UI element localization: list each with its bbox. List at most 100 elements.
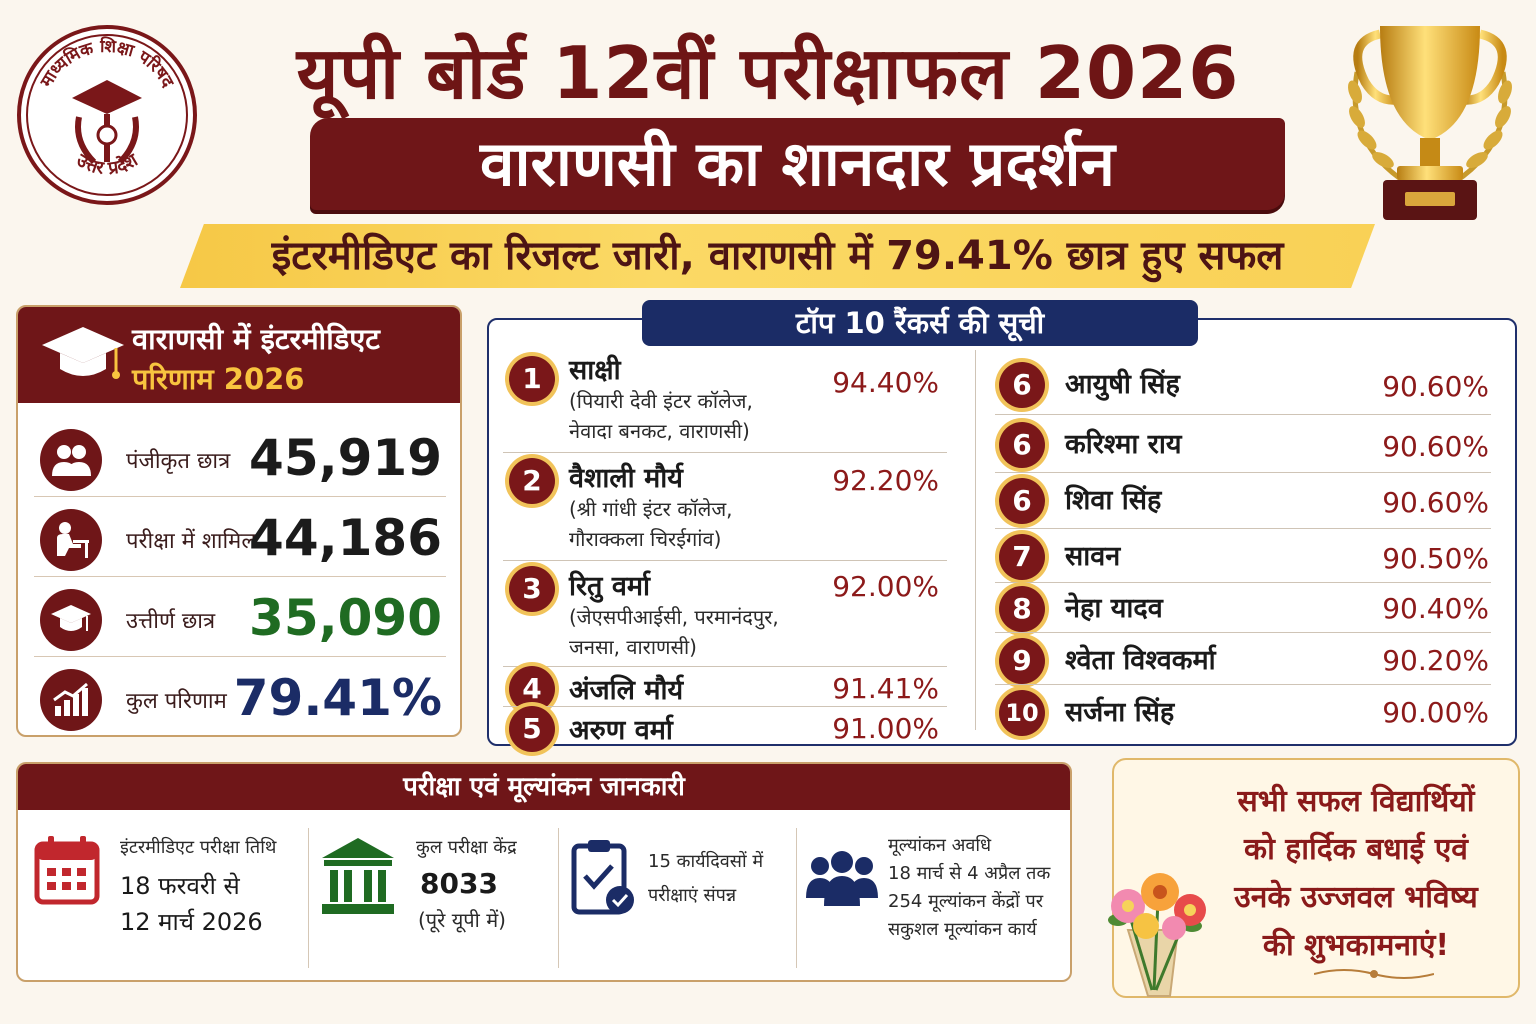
stats-title-line1: वाराणसी में इंटरमीडिएट (132, 322, 380, 356)
exam-info-panel: परीक्षा एवं मूल्यांकन जानकारी इंटरमीडिएट… (16, 762, 1072, 982)
topper-name: करिश्मा राय (1065, 429, 1182, 460)
column-divider (975, 350, 976, 730)
rank-badge: 7 (999, 534, 1045, 580)
exam-days-line1: 15 कार्यदिवसों में (648, 851, 764, 872)
stats-header: वाराणसी में इंटरमीडिएट परिणाम 2026 (18, 307, 460, 403)
rank-badge: 5 (509, 706, 555, 752)
graduation-cap-icon (42, 327, 124, 379)
topper-name: नेहा यादव (1065, 593, 1163, 624)
stat-label: परीक्षा में शामिल (126, 529, 257, 554)
topper-name: आयुषी सिंह (1065, 369, 1180, 400)
topper-name: अरुण वर्मा (569, 715, 673, 746)
row-divider (503, 560, 947, 561)
evaluators-icon (806, 851, 878, 906)
rank-badge: 6 (999, 478, 1045, 524)
topper-name: सावन (1065, 541, 1121, 572)
row-divider (503, 452, 947, 453)
topper-school: नेवादा बनकट, वाराणसी) (569, 419, 750, 443)
topper-school: (पियारी देवी इंटर कॉलेज, (569, 389, 753, 413)
info-divider (308, 828, 309, 968)
congrats-line1: सभी सफल विद्यार्थियों (1237, 784, 1475, 819)
stat-label: उत्तीर्ण छात्र (126, 609, 216, 634)
calendar-icon (34, 836, 100, 905)
clipboard-check-icon (571, 840, 634, 915)
congrats-line4: की शुभकामनाएं! (1262, 928, 1450, 963)
rank-badge: 3 (509, 566, 555, 612)
exam-desk-icon (40, 509, 102, 571)
stat-row-appeared: परीक्षा में शामिल 44,186 (34, 497, 446, 577)
topper-percent: 90.60% (1382, 486, 1489, 519)
topper-percent: 92.00% (832, 570, 939, 603)
topper-percent: 94.40% (832, 366, 939, 399)
exam-date-label: इंटरमीडिएट परीक्षा तिथि (120, 837, 277, 858)
topper-percent: 91.00% (832, 712, 939, 745)
stat-row-result: कुल परिणाम 79.41% (34, 657, 446, 735)
subtitle-banner: वाराणसी का शानदार प्रदर्शन (310, 118, 1285, 210)
trophy-icon (1335, 12, 1525, 224)
topper-name: वैशाली मौर्य (569, 463, 683, 494)
topper-name: शिवा सिंह (1065, 485, 1162, 516)
rank-badge: 9 (999, 638, 1045, 684)
eval-line2: 18 मार्च से 4 अप्रैल तक (888, 863, 1051, 884)
topper-percent: 90.20% (1382, 644, 1489, 677)
topper-name: साक्षी (569, 355, 621, 386)
row-divider (995, 684, 1491, 685)
topper-school: जनसा, वाराणसी) (569, 635, 697, 659)
exam-info-header: परीक्षा एवं मूल्यांकन जानकारी (18, 764, 1070, 810)
stat-label: पंजीकृत छात्र (126, 449, 231, 474)
rank-badge: 10 (999, 690, 1045, 736)
stats-title-line2: परिणाम 2026 (132, 362, 305, 396)
exam-days-line2: परीक्षाएं संपन्न (648, 885, 737, 906)
stat-label: कुल परिणाम (126, 689, 227, 714)
congrats-message: सभी सफल विद्यार्थियों को हार्दिक बधाई एव… (1194, 778, 1518, 970)
row-divider (503, 706, 947, 707)
congrats-box: सभी सफल विद्यार्थियों को हार्दिक बधाई एव… (1108, 758, 1520, 998)
graduation-cap-icon (40, 589, 102, 651)
row-divider (503, 666, 947, 667)
congrats-line3: उनके उज्जवल भविष्य (1234, 880, 1478, 915)
info-divider (796, 828, 797, 968)
topper-school: गौराक्कला चिरईगांव) (569, 527, 722, 551)
building-icon (322, 838, 394, 914)
topper-name: श्वेता विश्वकर्मा (1065, 645, 1216, 676)
rank-badge: 4 (509, 666, 555, 712)
toppers-panel: 1 साक्षी (पियारी देवी इंटर कॉलेज, नेवादा… (487, 318, 1517, 752)
centres-note: (पूरे यूपी में) (418, 908, 506, 932)
stats-panel: वाराणसी में इंटरमीडिएट परिणाम 2026 पंजीक… (16, 305, 462, 737)
topper-percent: 90.40% (1382, 592, 1489, 625)
growth-chart-icon (40, 669, 102, 731)
row-divider (995, 472, 1491, 473)
row-divider (995, 582, 1491, 583)
headline-strip: इंटरमीडिएट का रिजल्ट जारी, वाराणसी में 7… (180, 224, 1375, 288)
students-icon (40, 429, 102, 491)
stat-value: 44,186 (249, 509, 442, 567)
topper-percent: 91.41% (832, 672, 939, 705)
centres-label: कुल परीक्षा केंद्र (416, 837, 517, 858)
stat-value: 45,919 (249, 429, 442, 487)
stat-row-passed: उत्तीर्ण छात्र 35,090 (34, 577, 446, 657)
stat-row-registered: पंजीकृत छात्र 45,919 (34, 417, 446, 497)
topper-percent: 90.50% (1382, 542, 1489, 575)
topper-school: (श्री गांधी इंटर कॉलेज, (569, 497, 733, 521)
row-divider (995, 528, 1491, 529)
eval-line3: 254 मूल्यांकन केंद्रों पर (888, 891, 1044, 912)
rank-badge: 2 (509, 458, 555, 504)
exam-date-line2: 12 मार्च 2026 (120, 908, 263, 936)
topper-name: सर्जना सिंह (1065, 697, 1175, 728)
exam-date-line1: 18 फरवरी से (120, 872, 240, 900)
eval-line4: सकुशल मूल्यांकन कार्य (888, 919, 1037, 940)
rank-badge: 6 (999, 362, 1045, 408)
row-divider (995, 414, 1491, 415)
topper-percent: 90.60% (1382, 370, 1489, 403)
up-board-logo: माध्यमिक शिक्षा परिषद उत्तर प्रदेश (14, 22, 200, 208)
stat-value: 35,090 (249, 589, 442, 647)
topper-name: अंजलि मौर्य (569, 675, 684, 706)
topper-percent: 90.60% (1382, 430, 1489, 463)
rank-badge: 1 (509, 356, 555, 402)
topper-percent: 92.20% (832, 464, 939, 497)
topper-school: (जेएसपीआईसी, परमानंदपुर, (569, 605, 779, 629)
flower-bouquet-icon (1108, 873, 1206, 997)
centres-value: 8033 (420, 867, 498, 900)
toppers-title: टॉप 10 रैंकर्स की सूची (642, 300, 1198, 346)
eval-line1: मूल्यांकन अवधि (888, 835, 992, 856)
